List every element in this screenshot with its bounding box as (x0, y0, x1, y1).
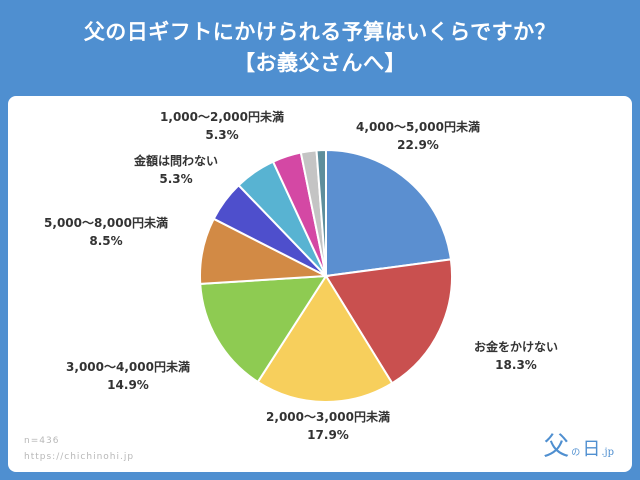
slice-label-1000-2000: 1,000〜2,000円未満 5.3% (160, 110, 284, 142)
chart-header: 父の日ギフトにかけられる予算はいくらですか？ 【お義父さんへ】 (0, 0, 640, 96)
slice-label-2000-3000: 2,000〜3,000円未満 17.9% (266, 410, 390, 442)
pie-slice-0 (325, 148, 453, 278)
slice-label-4000-5000: 4,000〜5,000円未満 22.9% (356, 120, 480, 152)
pie-chart (199, 148, 453, 403)
sample-size: n=436 (24, 436, 60, 446)
chart-title: 父の日ギフトにかけられる予算はいくらですか？ (83, 20, 557, 44)
slice-label-3000-4000: 3,000〜4,000円未満 14.9% (66, 360, 190, 392)
pie-slice-3 (199, 274, 328, 384)
site-logo: 父 の 日 .jp (543, 432, 614, 462)
pie-slice-2 (256, 274, 394, 403)
source-url: https://chichinohi.jp (24, 452, 135, 462)
slice-label-any-amount: 金額は問わない 5.3% (133, 154, 219, 186)
chart-subtitle: 【お義父さんへ】 (234, 51, 406, 75)
pie-slice-1 (324, 258, 453, 385)
slice-label-5000-8000: 5,000〜8,000円未満 8.5% (44, 216, 168, 248)
chart-card: 4,000〜5,000円未満 22.9% お金をかけない 18.3% 2,000… (8, 96, 632, 472)
pie-slice-9 (315, 148, 327, 277)
slice-label-none: お金をかけない 18.3% (473, 340, 559, 372)
